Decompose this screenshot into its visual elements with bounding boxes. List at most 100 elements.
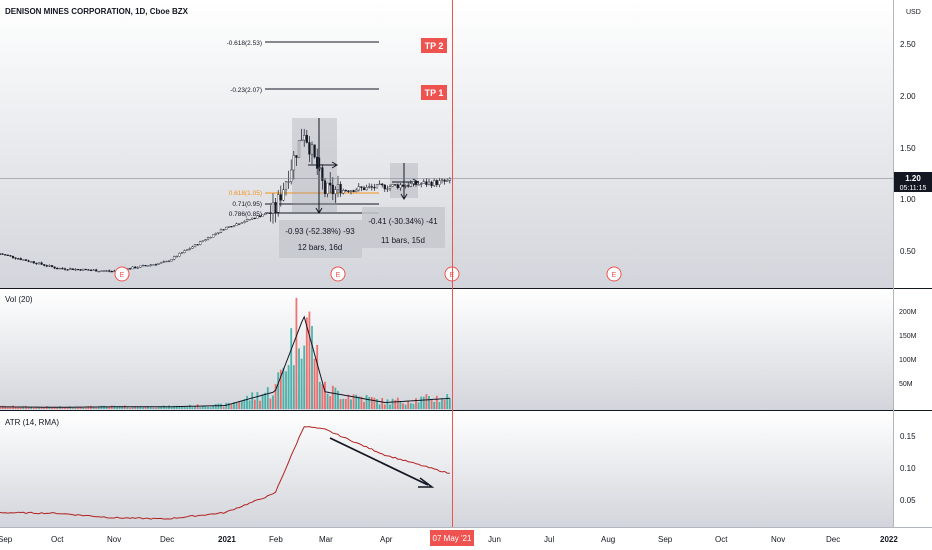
volume-bar	[266, 387, 269, 409]
earnings-marker[interactable]	[330, 266, 346, 282]
volume-bar	[113, 405, 116, 409]
candle	[167, 260, 171, 263]
earnings-marker[interactable]	[114, 266, 130, 282]
earnings-markers[interactable]: E E E E	[114, 266, 622, 282]
volume-bar	[142, 407, 144, 409]
volume-bar	[186, 407, 189, 409]
candle	[362, 187, 366, 191]
volume-bar	[370, 396, 373, 409]
earnings-marker[interactable]	[606, 266, 622, 282]
candle	[313, 144, 316, 158]
volume-bar	[256, 392, 259, 409]
volume-bar	[350, 399, 352, 409]
volume-bar	[318, 381, 321, 409]
atr-line	[0, 426, 450, 520]
candle	[347, 190, 350, 193]
volume-bar	[407, 400, 410, 409]
candle	[271, 202, 275, 214]
candle	[149, 264, 152, 266]
price-series	[0, 128, 451, 273]
volume-bar	[337, 390, 339, 409]
candle	[342, 190, 345, 194]
time-tick: Aug	[601, 535, 615, 544]
volume-bar	[129, 407, 131, 409]
target-tp1[interactable]: TP 1	[421, 85, 447, 100]
candle	[165, 260, 168, 263]
volume-pane[interactable]	[0, 289, 893, 410]
candle	[305, 135, 308, 143]
candle	[378, 183, 381, 185]
volume-bar	[77, 406, 79, 409]
candle	[227, 226, 230, 228]
volume-bar	[378, 404, 381, 409]
volume-bar	[324, 381, 326, 409]
volume-bar	[4, 405, 7, 409]
measure-info-2[interactable]: -0.41 (-30.34%) -41 11 bars, 15d	[362, 207, 445, 248]
candle	[160, 262, 163, 264]
candle	[417, 184, 420, 186]
volume-tick: 150M	[899, 333, 917, 340]
volume-bar	[97, 406, 100, 409]
volume-bar	[214, 404, 217, 409]
volume-bar	[183, 406, 186, 409]
volume-bar	[147, 406, 150, 409]
volume-bar	[422, 396, 425, 409]
volume-bar	[160, 406, 163, 409]
atr-label: ATR (14, RMA)	[5, 418, 59, 427]
candle	[162, 261, 165, 263]
volume-bar	[321, 384, 324, 409]
fib-levels[interactable]: -0.618(2.53) -0.23(2.07) 0.618(1.05) 0.7…	[227, 40, 379, 218]
volume-bar	[155, 407, 157, 409]
candle	[409, 183, 412, 187]
volume-bar	[399, 401, 402, 409]
candle	[303, 135, 306, 141]
volume-bar	[201, 406, 204, 409]
price-tick: 1.00	[900, 195, 916, 204]
volume-bar	[386, 399, 389, 409]
candle	[157, 263, 160, 265]
candle	[396, 184, 399, 189]
candle	[17, 258, 20, 260]
volume-bar	[246, 395, 248, 409]
trend-arrow[interactable]	[329, 437, 429, 486]
volume-bar	[19, 407, 22, 409]
earnings-marker-label: E	[612, 272, 617, 279]
volume-bar	[412, 403, 415, 409]
volume-bar	[225, 402, 228, 409]
candle	[22, 259, 25, 261]
current-price-label	[894, 172, 932, 192]
candle	[134, 266, 137, 269]
symbol-title: DENISON MINES CORPORATION, 1D, Cboe BZX	[5, 7, 189, 16]
candle	[427, 181, 431, 185]
volume-bar	[360, 396, 363, 409]
candle	[349, 190, 353, 193]
price-axis[interactable]	[893, 0, 932, 527]
tp1-box[interactable]	[421, 85, 447, 100]
target-tp2[interactable]: TP 2	[421, 38, 447, 53]
earnings-marker-label: E	[336, 272, 341, 279]
measure-info-box[interactable]	[362, 207, 445, 248]
volume-bar	[165, 407, 168, 409]
candle	[186, 249, 189, 251]
time-tick: Feb	[269, 535, 283, 544]
candle	[63, 268, 67, 270]
volume-bar	[40, 407, 43, 409]
cursor-date-text: 07 May '21	[433, 534, 472, 543]
volume-bar	[339, 399, 342, 409]
candle	[204, 239, 207, 242]
atr-pane[interactable]	[0, 411, 893, 527]
tp2-box[interactable]	[421, 38, 447, 53]
candle	[144, 265, 147, 267]
volume-bar	[136, 406, 139, 409]
volume-bar	[95, 407, 98, 409]
candle	[261, 214, 264, 217]
volume-bar	[84, 407, 87, 409]
measure-info-1[interactable]: -0.93 (-52.38%) -93 12 bars, 16d	[279, 220, 362, 258]
price-tick: 1.50	[900, 144, 916, 153]
candle	[225, 226, 228, 230]
candle	[37, 262, 41, 265]
candle	[32, 261, 35, 264]
candle	[414, 181, 418, 185]
measure-info-box[interactable]	[279, 220, 362, 258]
